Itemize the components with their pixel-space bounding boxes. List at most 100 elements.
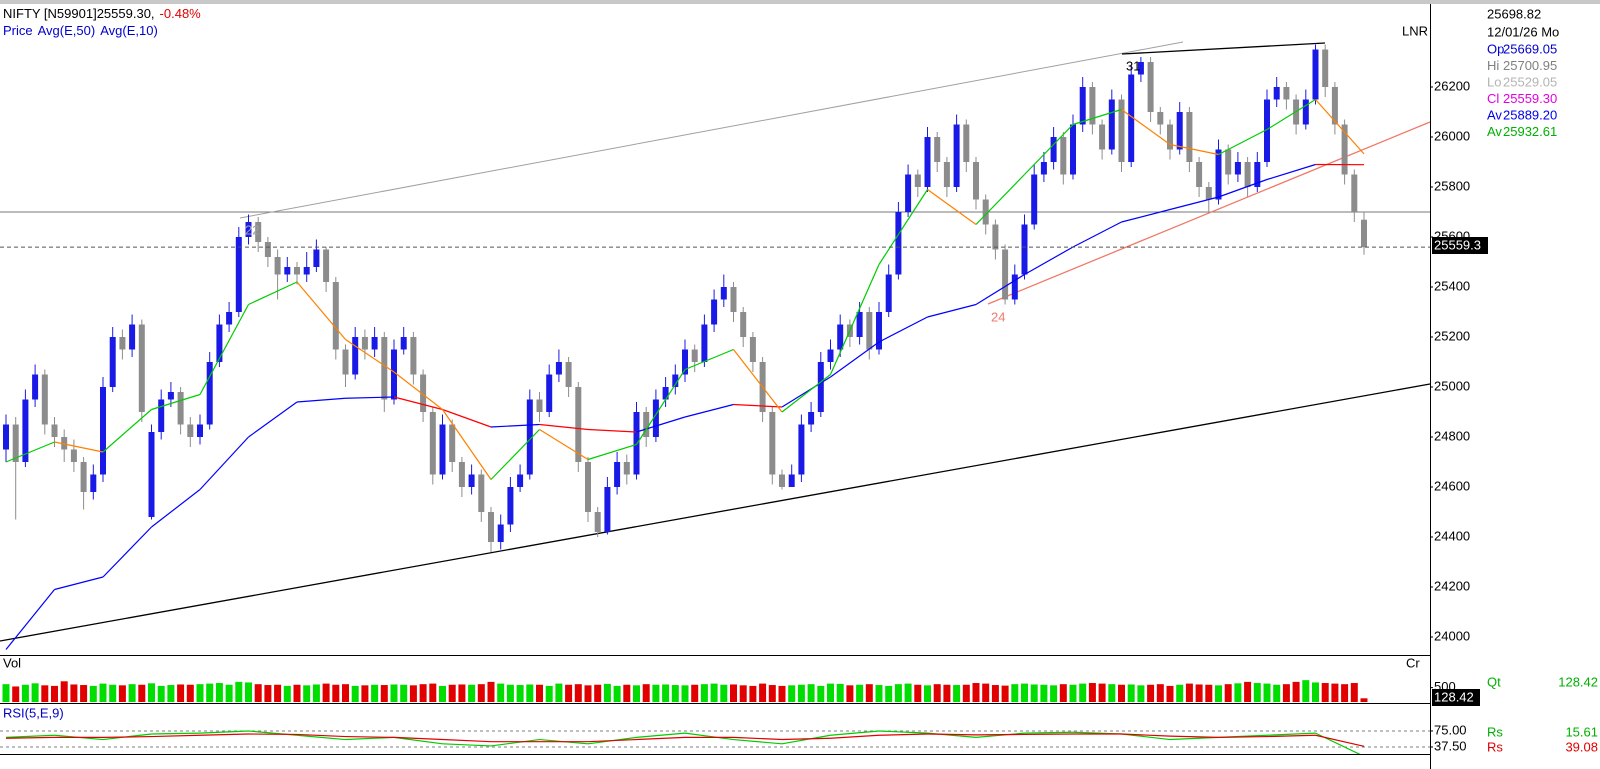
line-segment	[781, 737, 831, 741]
line-segment	[248, 401, 298, 438]
volume-bar	[904, 683, 912, 702]
volume-bar	[361, 685, 369, 702]
line-segment	[54, 441, 104, 453]
line-segment	[5, 734, 55, 739]
volume-bar	[1263, 683, 1271, 702]
volume-bar	[109, 684, 117, 702]
candle-body	[420, 374, 427, 412]
candle-body	[1031, 174, 1038, 225]
candle-body	[652, 399, 659, 437]
candle-body	[3, 424, 9, 450]
candle-body	[885, 274, 892, 312]
volume-bar	[817, 685, 825, 702]
volume-bar	[574, 684, 582, 702]
candle-body	[468, 474, 475, 487]
line-segment	[1024, 246, 1074, 276]
candle-body	[1205, 187, 1212, 200]
volume-bar	[12, 686, 20, 702]
quote-label: Hi	[1487, 58, 1499, 73]
candle-body	[119, 337, 126, 350]
line-segment	[151, 393, 201, 411]
candle-body	[585, 462, 591, 512]
annotation: 22	[245, 222, 259, 237]
candle-body	[1264, 99, 1270, 162]
volume-bar	[157, 685, 165, 702]
line-segment	[5, 589, 55, 650]
line-segment	[733, 349, 783, 413]
volume-bar	[1098, 683, 1106, 702]
line-segment	[248, 281, 298, 306]
volume-panel	[2, 680, 1368, 702]
volume-bar	[623, 684, 631, 702]
candle-body	[51, 424, 58, 437]
volume-bar	[1108, 684, 1116, 702]
annotation: 24	[991, 309, 1005, 324]
line-segment	[635, 369, 686, 445]
volume-bar	[671, 685, 679, 702]
line-segment	[636, 736, 686, 741]
volume-bar	[565, 684, 573, 702]
candle-body	[129, 324, 136, 350]
volume-bar	[642, 684, 650, 702]
volume-bar	[1195, 684, 1203, 702]
candle-body	[323, 249, 330, 282]
line-segment	[1315, 99, 1365, 155]
line-segment	[442, 743, 492, 747]
price-box	[1432, 237, 1488, 254]
scale-mode: LNR	[1402, 23, 1428, 38]
line-segment	[878, 733, 928, 736]
y-tick-label: 24800	[1434, 428, 1470, 443]
volume-bar	[1021, 683, 1028, 702]
y-tick-label: 25400	[1434, 278, 1470, 293]
volume-bar	[468, 684, 476, 702]
quote-value: 25669.05	[1503, 41, 1557, 56]
line-segment	[442, 409, 492, 480]
line-segment	[199, 436, 249, 490]
candle-body	[788, 474, 795, 487]
line-segment	[393, 736, 443, 745]
volume-bar	[458, 684, 466, 702]
volume-bar	[972, 683, 980, 702]
candle-body	[536, 399, 543, 412]
volume-bar	[584, 685, 592, 702]
legend-entry: Avg(E,50)	[38, 23, 96, 38]
volume-bar	[594, 684, 602, 702]
line-segment	[587, 443, 637, 461]
candle-body	[769, 412, 776, 475]
quote-label: Lo	[1487, 74, 1501, 89]
line-segment	[5, 441, 55, 463]
volume-bar	[206, 683, 214, 702]
candle-body	[691, 349, 698, 362]
line-segment	[54, 576, 104, 591]
line-segment	[684, 348, 734, 371]
line-segment	[296, 733, 346, 738]
volume-bar	[487, 681, 495, 702]
volume-bar	[1059, 684, 1067, 702]
candle-body	[488, 512, 494, 542]
candle-body	[546, 374, 553, 412]
volume-bar	[1137, 685, 1145, 702]
candle-body	[22, 399, 29, 462]
candle-body	[866, 312, 873, 350]
candle-body	[352, 337, 359, 375]
volume-bar	[177, 684, 185, 702]
volume-bar	[332, 684, 340, 702]
candle-body	[226, 312, 233, 325]
candle-body	[914, 174, 921, 187]
cursor-date: 12/01/26 Mo	[1487, 24, 1559, 39]
rsi-reading-label: Rs	[1487, 739, 1503, 754]
volume-bar	[1079, 683, 1087, 702]
y-tick-label: 37.50	[1434, 738, 1467, 753]
volume-bar	[380, 685, 388, 702]
y-tick-label: 25800	[1434, 178, 1470, 193]
candle-body	[924, 137, 931, 187]
volume-bar	[390, 684, 398, 702]
candle-body	[100, 387, 106, 475]
line-segment	[829, 264, 880, 375]
volume-bar	[1244, 681, 1252, 702]
y-tick-label: 26000	[1434, 128, 1470, 143]
y-tick-label: 24400	[1434, 528, 1470, 543]
line-segment	[587, 428, 637, 433]
volume-bar	[448, 684, 456, 702]
